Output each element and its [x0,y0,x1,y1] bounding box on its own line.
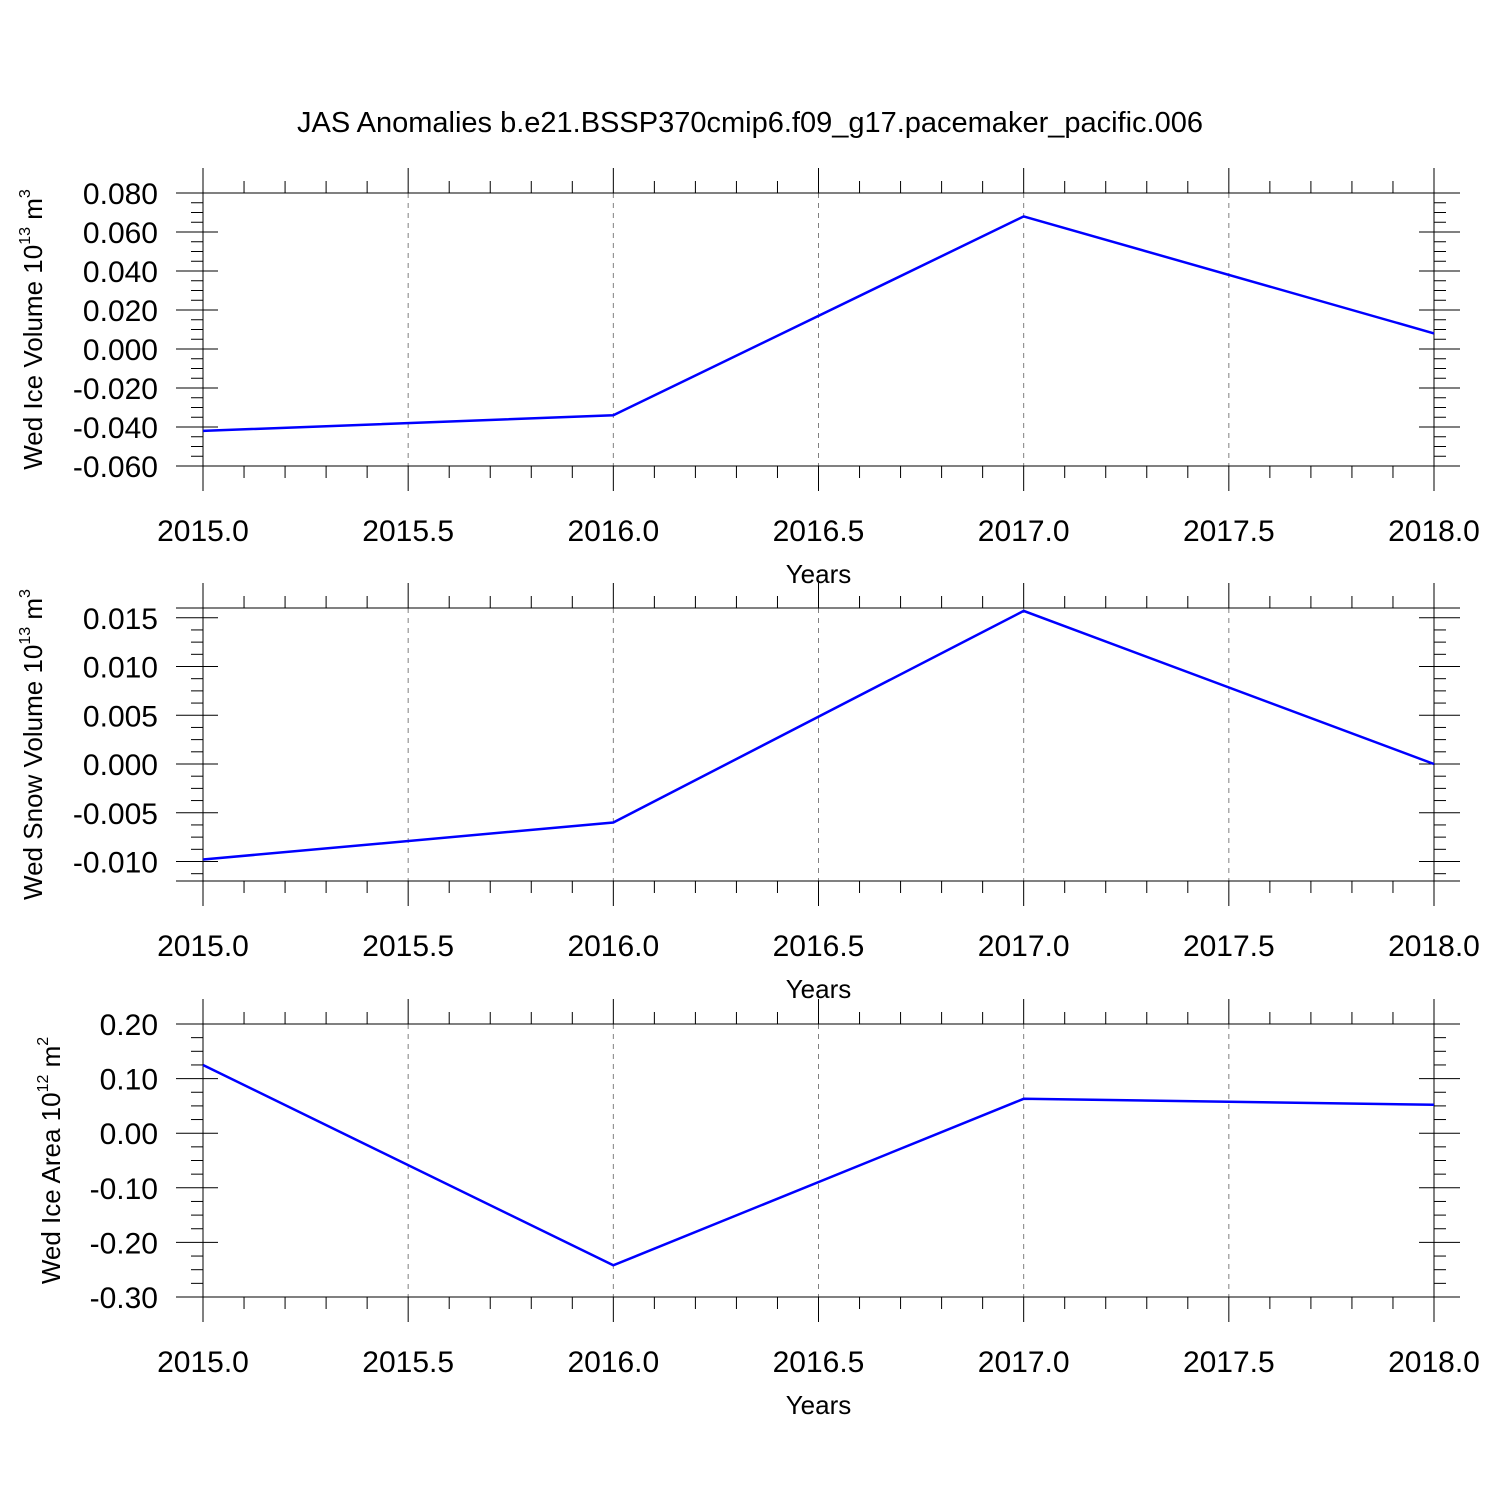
x-tick-label: 2016.5 [773,515,865,548]
x-tick-label: 2016.0 [567,930,659,963]
x-tick-label: 2016.5 [773,1346,865,1379]
x-tick-label: 2017.5 [1183,1346,1275,1379]
y-axis-label: Wed Ice Area 1012 m2 [35,1037,66,1284]
chart-panel-2: 2015.0 2015.5 2016.0 2016.5 2017.0 2017.5 2018… [17,583,1480,1004]
y-tick-label: -0.005 [73,798,158,831]
y-tick-label: 0.080 [83,178,158,211]
y-axis-label: Wed Ice Volume 1013 m3 [17,189,48,470]
y-tick-label: -0.040 [73,412,158,445]
x-tick-label: 2018.0 [1388,515,1480,548]
series-line [202,1063,1435,1267]
y-axis-label: Wed Snow Volume 1013 m3 [17,589,48,900]
y-tick-label: 0.10 [100,1064,158,1097]
chart-panel-3: 2015.0 2015.5 2016.0 2016.5 2017.0 2017.5 2018… [35,999,1480,1420]
x-tick-label: 2017.0 [978,515,1070,548]
x-tick-label: 2017.5 [1183,930,1275,963]
y-tick-label: 0.000 [83,334,158,367]
y-tick-label: 0.015 [83,603,158,636]
x-tick-label: 2016.0 [567,1346,659,1379]
figure-title: JAS Anomalies b.e21.BSSP370cmip6.f09_g17… [297,107,1203,139]
x-tick-label: 2015.0 [157,930,249,963]
y-tick-label: 0.010 [83,652,158,685]
x-tick-label: 2017.0 [978,1346,1070,1379]
y-tick-label: -0.10 [90,1173,158,1206]
y-tick-label: 0.020 [83,295,158,328]
y-tick-label: 0.040 [83,256,158,289]
y-tick-label: -0.020 [73,373,158,406]
x-tick-label: 2015.5 [362,930,454,963]
y-tick-label: 0.000 [83,749,158,782]
chart-panels: 2015.0 2015.5 2016.0 2016.5 2017.0 2017.5 2018… [17,168,1480,1420]
y-tick-label: -0.010 [73,847,158,880]
series-line [202,215,1435,433]
y-tick-label: -0.20 [90,1227,158,1260]
series-line [202,609,1435,861]
x-tick-label: 2017.5 [1183,515,1275,548]
x-axis-label: Years [786,1390,852,1420]
y-tick-label: 0.20 [100,1009,158,1042]
y-tick-label: 0.00 [100,1118,158,1151]
x-tick-label: 2018.0 [1388,1346,1480,1379]
x-tick-label: 2016.0 [567,515,659,548]
x-tick-label: 2017.0 [978,930,1070,963]
y-tick-label: -0.30 [90,1282,158,1315]
x-tick-label: 2016.5 [773,930,865,963]
chart-panel-1: 2015.0 2015.5 2016.0 2016.5 2017.0 2017.5 2018… [17,168,1480,589]
y-tick-label: 0.060 [83,217,158,250]
y-tick-label: 0.005 [83,700,158,733]
x-tick-label: 2018.0 [1388,930,1480,963]
x-tick-label: 2015.5 [362,515,454,548]
x-tick-label: 2015.0 [157,515,249,548]
x-tick-label: 2015.5 [362,1346,454,1379]
x-tick-label: 2015.0 [157,1346,249,1379]
y-tick-label: -0.060 [73,451,158,484]
